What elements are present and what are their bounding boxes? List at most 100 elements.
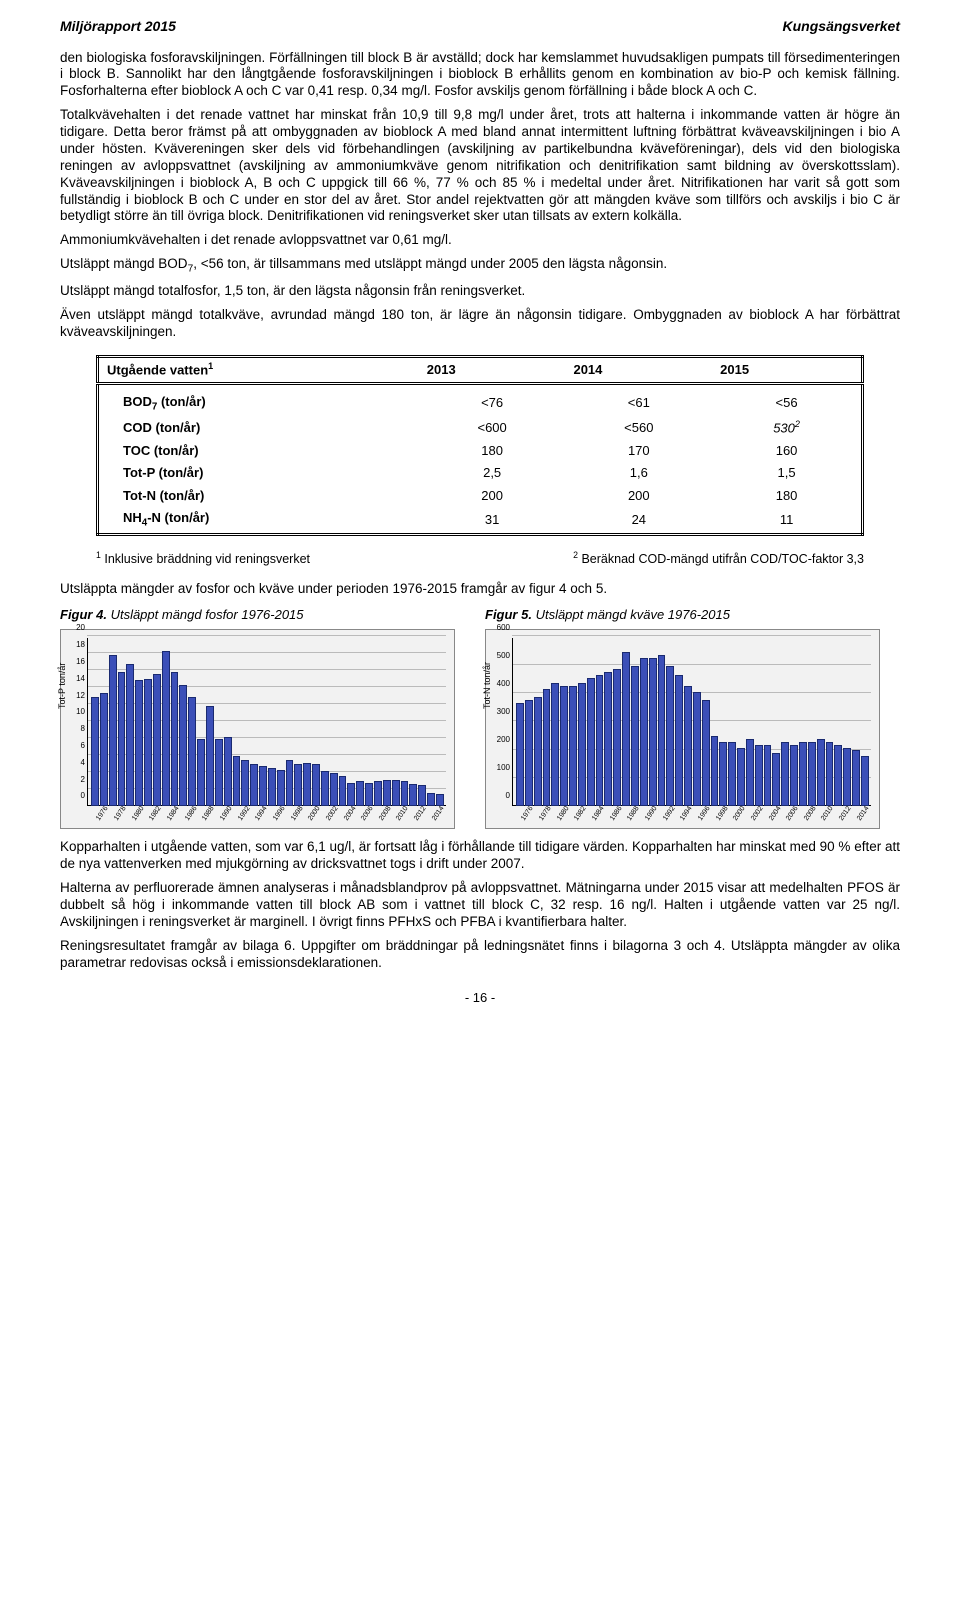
- bar: [755, 745, 763, 807]
- figures-row: Figur 4. Utsläppt mängd fosfor 1976-2015…: [60, 605, 900, 829]
- bar: [206, 706, 214, 807]
- bar: [224, 737, 232, 807]
- bar: [100, 693, 108, 806]
- bar: [268, 768, 276, 807]
- header-left: Miljörapport 2015: [60, 18, 176, 36]
- bar: [781, 742, 789, 806]
- bar: [356, 781, 364, 806]
- bar: [303, 763, 311, 807]
- table-footnotes: 1 Inklusive bräddning vid reningsverket …: [96, 550, 864, 568]
- page-header: Miljörapport 2015 Kungsängsverket: [60, 18, 900, 36]
- bar: [737, 748, 745, 807]
- bar: [596, 675, 604, 807]
- bar: [843, 748, 851, 807]
- table-header-2013: 2013: [419, 357, 566, 384]
- figure-4: Figur 4. Utsläppt mängd fosfor 1976-2015…: [60, 605, 455, 829]
- bar: [250, 764, 258, 806]
- paragraph-3: Ammoniumkvävehalten i det renade avlopps…: [60, 232, 900, 249]
- bar: [569, 686, 577, 806]
- bar: [392, 780, 400, 807]
- bar: [790, 745, 798, 807]
- header-right: Kungsängsverket: [783, 18, 900, 36]
- bar: [171, 672, 179, 806]
- bar: [179, 685, 187, 807]
- table-row: NH4-N (ton/år)312411: [98, 507, 863, 534]
- table-header-2015: 2015: [712, 357, 862, 384]
- bar: [666, 666, 674, 806]
- bar: [719, 742, 727, 806]
- paragraph-7: Utsläppta mängder av fosfor och kväve un…: [60, 581, 900, 598]
- bar: [631, 666, 639, 806]
- bar: [162, 651, 170, 806]
- paragraph-9: Halterna av perfluorerade ämnen analyser…: [60, 880, 900, 931]
- chart-fig4: 02468101214161820Tot-P ton/år19761978198…: [60, 629, 455, 829]
- bar: [649, 658, 657, 806]
- paragraph-1: den biologiska fosforavskiljningen. Förf…: [60, 50, 900, 101]
- bar: [312, 764, 320, 806]
- paragraph-8: Kopparhalten i utgående vatten, som var …: [60, 839, 900, 873]
- bar: [144, 679, 152, 807]
- bar: [365, 783, 373, 807]
- bar: [197, 739, 205, 806]
- bar: [560, 686, 568, 806]
- bar: [233, 756, 241, 806]
- bar: [286, 760, 294, 806]
- table-row: BOD7 (ton/år)<76<61<56: [98, 391, 863, 417]
- table-row: Tot-P (ton/år)2,51,61,5: [98, 462, 863, 484]
- bar: [551, 683, 559, 806]
- bar: [613, 669, 621, 806]
- paragraph-10: Reningsresultatet framgår av bilaga 6. U…: [60, 938, 900, 972]
- bar: [215, 739, 223, 806]
- bar: [702, 700, 710, 806]
- bar: [259, 766, 267, 806]
- bar: [330, 773, 338, 807]
- bar: [799, 742, 807, 806]
- bar: [188, 697, 196, 806]
- footnote-2: 2 Beräknad COD-mängd utifrån COD/TOC-fak…: [573, 550, 864, 568]
- bar: [808, 742, 816, 806]
- bar: [728, 742, 736, 806]
- outgoing-water-table: Utgående vatten1 2013 2014 2015 BOD7 (to…: [96, 355, 864, 535]
- paragraph-4: Utsläppt mängd BOD7, <56 ton, är tillsam…: [60, 256, 900, 276]
- figure-5: Figur 5. Utsläppt mängd kväve 1976-2015 …: [485, 605, 880, 829]
- page-number: - 16 -: [60, 990, 900, 1006]
- bar: [109, 655, 117, 806]
- bar: [294, 764, 302, 806]
- bar: [861, 756, 869, 806]
- bar: [118, 672, 126, 806]
- bar: [321, 771, 329, 806]
- bar: [401, 781, 409, 806]
- bar: [658, 655, 666, 806]
- bar: [817, 739, 825, 806]
- paragraph-5: Utsläppt mängd totalfosfor, 1,5 ton, är …: [60, 283, 900, 300]
- bar: [126, 664, 134, 807]
- bar: [525, 700, 533, 806]
- bar: [427, 793, 435, 806]
- bar: [826, 742, 834, 806]
- bar: [91, 697, 99, 806]
- paragraph-2: Totalkvävehalten i det renade vattnet ha…: [60, 107, 900, 225]
- bar: [834, 745, 842, 807]
- bar: [684, 686, 692, 806]
- paragraph-6: Även utsläppt mängd totalkväve, avrundad…: [60, 307, 900, 341]
- bar: [675, 675, 683, 807]
- bar: [534, 697, 542, 806]
- bar: [543, 689, 551, 807]
- bar: [277, 770, 285, 807]
- bar: [604, 672, 612, 806]
- footnote-1: 1 Inklusive bräddning vid reningsverket: [96, 550, 310, 568]
- bar: [622, 652, 630, 806]
- bar: [772, 753, 780, 806]
- bar: [153, 674, 161, 807]
- bar: [135, 680, 143, 806]
- bar: [764, 745, 772, 807]
- bar: [852, 750, 860, 806]
- bar: [241, 760, 249, 806]
- bar: [418, 785, 426, 806]
- bar: [383, 780, 391, 807]
- bar: [587, 678, 595, 807]
- table-row: TOC (ton/år)180170160: [98, 440, 863, 462]
- table-header-label: Utgående vatten1: [98, 357, 419, 384]
- bar: [746, 739, 754, 806]
- bar: [693, 692, 701, 807]
